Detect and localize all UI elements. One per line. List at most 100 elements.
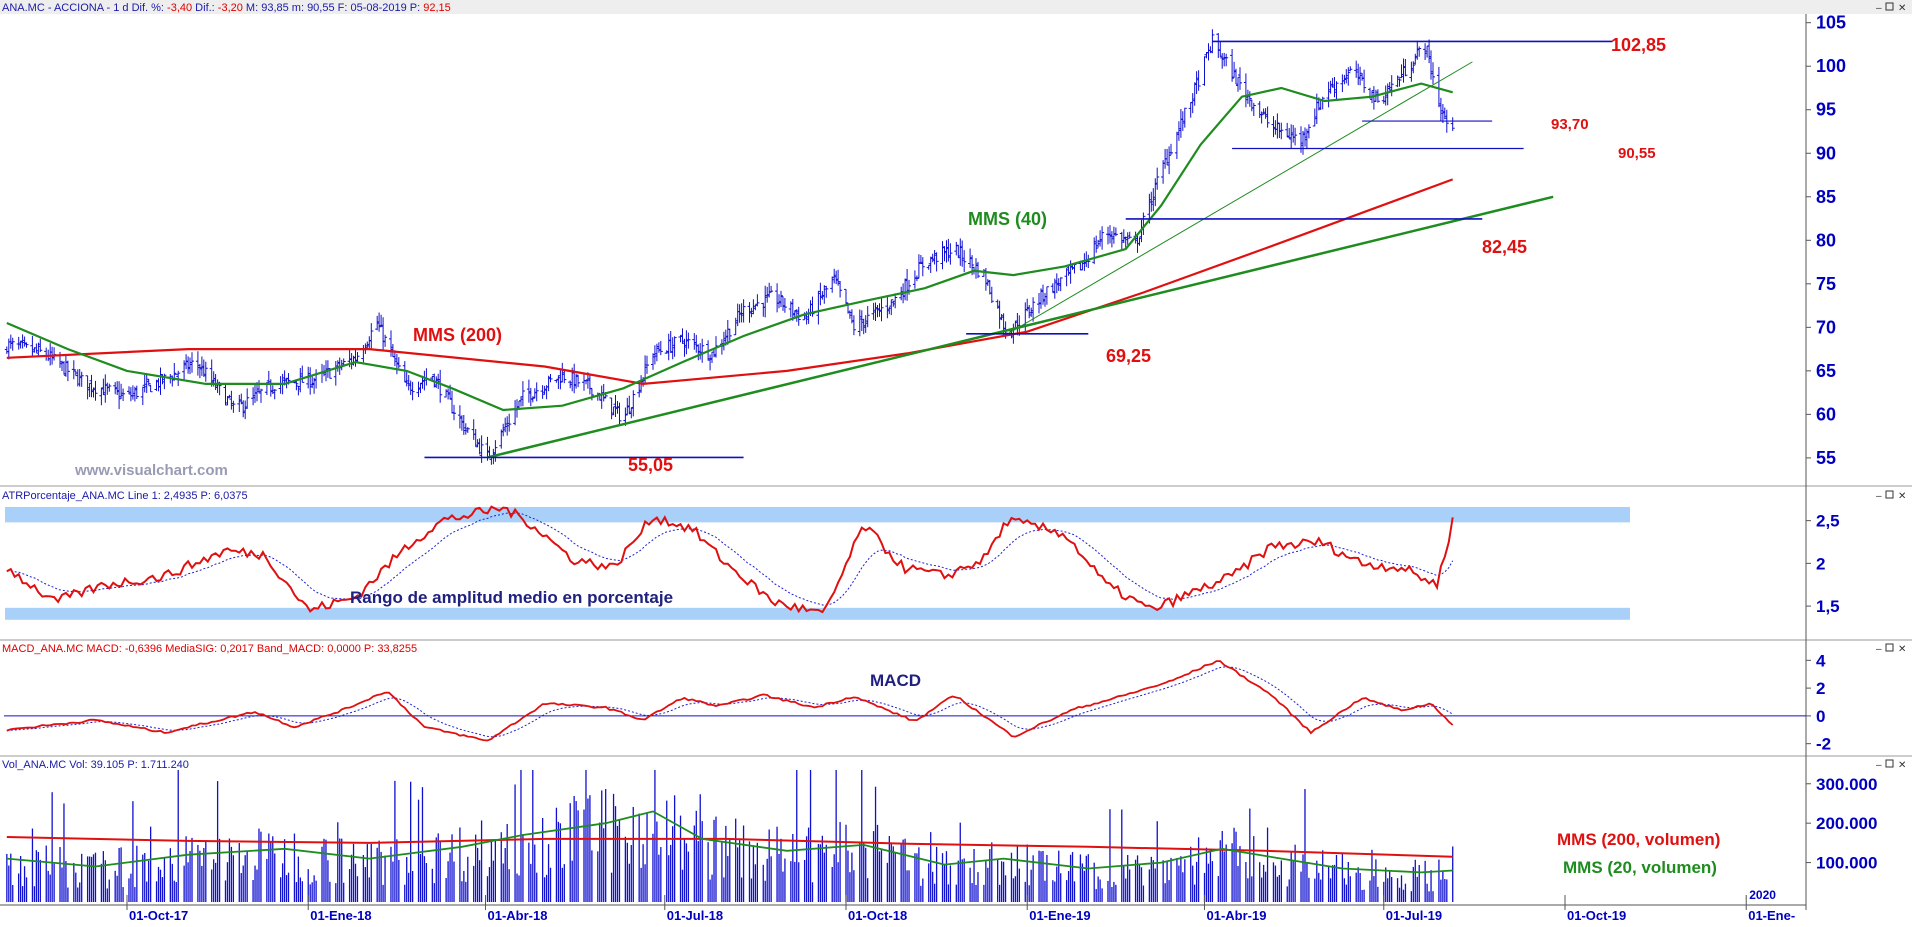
header-main: ANA.MC - ACCIONA - 1 d Dif. %: -3,40 Dif…	[2, 2, 451, 14]
header-main-part: M: 93,85 m: 90,55 F: 05-08-2019 P:	[243, 2, 423, 14]
x-tick-label: 01-Ene-19	[1029, 908, 1090, 922]
price-ytick-label: 105	[1816, 13, 1846, 33]
price-bar	[1423, 43, 1427, 60]
price-bar	[21, 334, 25, 348]
header-macd: MACD_ANA.MC MACD: -0,6396 MediaSIG: 0,20…	[2, 643, 417, 655]
price-bar	[1354, 61, 1358, 78]
header-main-part: 92,15	[423, 2, 451, 14]
price-bar	[740, 303, 744, 322]
close-icon[interactable]: ✕	[1898, 3, 1906, 14]
close-icon[interactable]: ✕	[1898, 760, 1906, 771]
price-ytick-label: 90	[1816, 143, 1836, 163]
price-bar	[334, 361, 338, 386]
price-bar	[369, 323, 373, 349]
price-bar	[990, 287, 994, 303]
atr-signal-line	[7, 513, 1453, 605]
level-label: 69,25	[1106, 346, 1151, 366]
price-bar	[245, 388, 249, 409]
price-bar	[507, 414, 511, 432]
price-bar	[1114, 228, 1118, 237]
price-bar	[948, 243, 952, 264]
price-bar	[954, 242, 958, 256]
price-bar	[541, 385, 545, 399]
header-vol: Vol_ANA.MC Vol: 39.105 P: 1.711.240	[2, 759, 189, 771]
price-bar	[876, 305, 880, 317]
price-bar	[190, 352, 194, 373]
support-trendline	[487, 197, 1553, 458]
price-bar	[66, 361, 70, 382]
price-bar	[1165, 149, 1169, 165]
header-main-part: -3,20	[218, 2, 243, 14]
price-bar	[1275, 113, 1279, 138]
price-bar	[107, 384, 111, 392]
price-bar	[1224, 54, 1228, 66]
minimize-icon[interactable]: –	[1876, 3, 1882, 14]
atr-line	[7, 507, 1453, 612]
price-bar	[34, 344, 38, 353]
macd-line	[7, 661, 1453, 740]
x-tick-label: 01-Ene-18	[310, 908, 371, 922]
macd-ytick-label: 2	[1816, 679, 1825, 698]
price-bar	[229, 391, 233, 410]
minimize-icon[interactable]: –	[1876, 491, 1882, 502]
price-bar	[1216, 33, 1220, 58]
minimize-icon[interactable]: –	[1876, 760, 1882, 771]
price-bar	[1175, 132, 1179, 159]
price-bar	[1327, 82, 1331, 108]
price-bar	[354, 348, 358, 367]
price-bar	[629, 408, 633, 419]
price-bar	[692, 333, 696, 350]
price-bar	[1266, 107, 1270, 128]
price-bar	[852, 315, 856, 335]
price-bar	[1360, 73, 1364, 81]
header-macd-part: MACD_ANA.MC MACD: -0,6396 MediaSIG: 0,20…	[2, 643, 417, 655]
price-bar	[1439, 98, 1443, 121]
macd-ytick-label: -2	[1816, 735, 1831, 754]
ma-annotation: MMS (40)	[968, 209, 1047, 229]
price-bar	[848, 310, 852, 318]
price-bar	[1106, 227, 1110, 245]
atr-ytick-label: 2	[1816, 554, 1825, 573]
price-bar	[464, 423, 468, 434]
x-tick-label: 01-Abr-18	[488, 908, 548, 922]
price-bar	[1362, 70, 1366, 93]
price-bar	[543, 386, 547, 395]
price-bar	[1250, 100, 1254, 112]
price-bar	[531, 396, 535, 402]
level-label: 90,55	[1618, 145, 1656, 162]
price-bar	[1138, 237, 1142, 245]
price-bar	[1244, 73, 1248, 107]
price-bar	[94, 381, 98, 401]
price-bar	[927, 265, 931, 270]
x-tick-label: 01-Oct-18	[848, 908, 907, 922]
price-bar	[935, 252, 939, 271]
price-bar	[1400, 64, 1404, 78]
close-icon[interactable]: ✕	[1898, 491, 1906, 502]
price-bar	[610, 398, 614, 420]
price-bar	[866, 306, 870, 327]
price-bar	[864, 315, 868, 333]
price-bar	[155, 380, 159, 391]
price-bar	[444, 389, 448, 397]
price-bar	[1238, 67, 1242, 90]
watermark: www.visualchart.com	[74, 462, 228, 479]
price-bar	[1425, 46, 1429, 58]
price-bar	[361, 345, 365, 362]
minimize-icon[interactable]: –	[1876, 644, 1882, 655]
price-bar	[943, 246, 947, 261]
price-bar	[1252, 103, 1256, 116]
close-icon[interactable]: ✕	[1898, 644, 1906, 655]
macd-ytick-label: 0	[1816, 707, 1825, 726]
price-bar	[669, 331, 673, 353]
price-bar	[231, 401, 235, 413]
price-bar	[446, 389, 450, 400]
header-main-part: Dif.:	[192, 2, 218, 14]
price-bar	[131, 385, 135, 399]
level-label: 82,45	[1482, 237, 1527, 257]
price-bar	[121, 389, 125, 402]
price-bar	[655, 344, 659, 362]
price-bar	[686, 333, 690, 349]
price-bar	[700, 339, 704, 363]
price-bar	[576, 375, 580, 387]
